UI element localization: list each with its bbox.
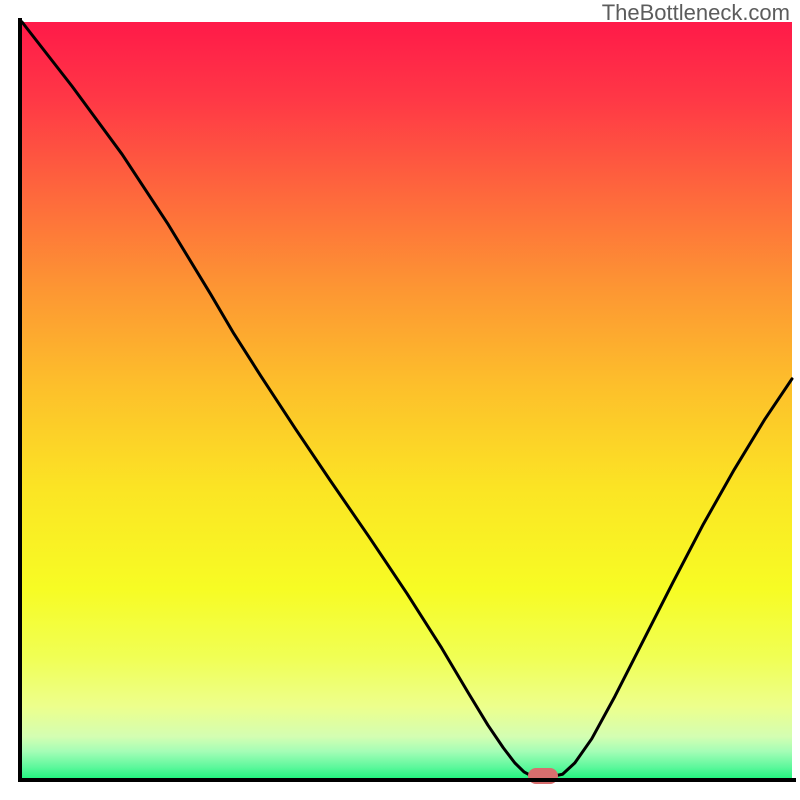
x-axis: [18, 778, 796, 782]
curve-path: [22, 22, 792, 776]
watermark-text: TheBottleneck.com: [602, 0, 790, 26]
bottleneck-curve: [22, 22, 792, 778]
y-axis: [18, 18, 22, 782]
chart-container: TheBottleneck.com: [0, 0, 800, 800]
plot-area: [22, 22, 792, 778]
